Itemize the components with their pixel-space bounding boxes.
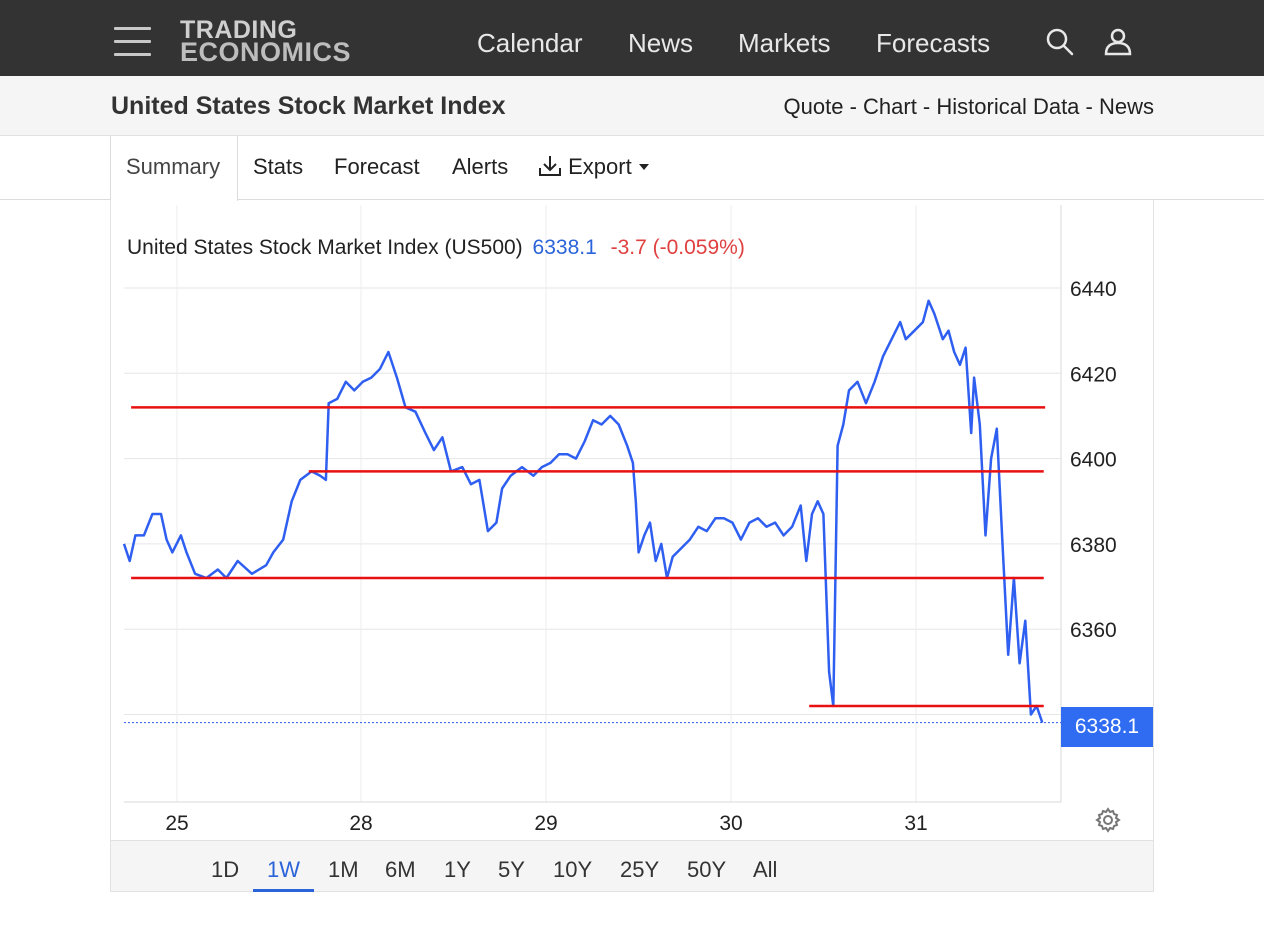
download-icon [539,156,561,176]
title-bar: United States Stock Market Index Quote -… [0,76,1264,136]
export-button[interactable]: Export [538,154,650,180]
quicklink-chart[interactable]: Chart [863,94,917,119]
logo-line-1: TRADING [180,16,298,44]
gear-icon[interactable] [1095,807,1121,833]
menu-icon[interactable] [114,27,151,57]
legend-series-name: United States Stock Market Index (US500) [127,236,523,259]
x-tick-label: 31 [904,812,927,835]
tab-alerts[interactable]: Alerts [452,154,509,179]
quicklink-news[interactable]: News [1098,94,1154,119]
range-1w[interactable]: 1W [267,857,300,882]
y-tick-label: 6360 [1070,619,1117,642]
range-active-indicator [253,889,314,892]
chart-legend: United States Stock Market Index (US500)… [127,236,745,260]
quick-links: Quote - Chart - Historical Data - News [784,94,1154,120]
range-selector: 1D 1W 1M 6M 1Y 5Y 10Y 25Y 50Y All [111,840,1153,892]
search-icon[interactable] [1045,27,1075,57]
y-tick-label: 6440 [1070,278,1117,301]
top-navbar: TRADING ECONOMICS Calendar News Markets … [0,0,1264,76]
y-tick-label: 6380 [1070,534,1117,557]
tab-bar: Summary Stats Forecast Alerts Export [0,136,1264,201]
tab-summary[interactable]: Summary [126,154,221,179]
tab-active-background [110,136,238,201]
quicklink-historical-data[interactable]: Historical Data [936,94,1080,119]
legend-price: 6338.1 [532,236,597,259]
nav-link-markets[interactable]: Markets [738,28,831,58]
range-5y[interactable]: 5Y [498,857,525,882]
price-series-line [122,299,1044,724]
x-tick-label: 30 [719,812,742,835]
range-6m[interactable]: 6M [385,857,416,882]
quicklink-quote[interactable]: Quote [783,94,844,119]
nav-link-news[interactable]: News [628,28,694,58]
quicklink-separator: - [1079,94,1099,119]
last-price-tag: 6338.1 [1061,707,1153,747]
range-25y[interactable]: 25Y [620,857,660,882]
export-label: Export [568,154,632,179]
range-1m[interactable]: 1M [328,857,359,882]
chart-panel: 6360 6380 6400 6420 6440 25 28 29 30 31 United St… [110,200,1154,892]
nav-link-forecasts[interactable]: Forecasts [876,28,991,58]
x-tick-label: 28 [349,812,372,835]
range-50y[interactable]: 50Y [687,857,727,882]
range-1d[interactable]: 1D [211,857,240,882]
y-tick-label: 6400 [1070,449,1117,472]
range-10y[interactable]: 10Y [553,857,593,882]
x-tick-label: 29 [534,812,557,835]
user-icon[interactable] [1103,27,1133,57]
page-title: United States Stock Market Index [111,92,506,120]
price-chart[interactable]: 6360 6380 6400 6420 6440 25 28 29 30 31 [111,200,1153,840]
y-tick-label: 6420 [1070,363,1117,386]
trading-economics-logo[interactable]: TRADING ECONOMICS [180,16,352,67]
range-1y[interactable]: 1Y [444,857,471,882]
legend-change: -3.7 (-0.059%) [610,236,745,259]
quicklink-separator: - [843,94,864,119]
logo-line-2: ECONOMICS [180,37,352,67]
caret-down-icon [638,164,649,170]
tab-stats[interactable]: Stats [253,154,304,179]
x-tick-label: 25 [165,812,188,835]
quicklink-separator: - [916,94,937,119]
nav-link-calendar[interactable]: Calendar [477,28,583,58]
range-all[interactable]: All [753,857,778,882]
tab-forecast[interactable]: Forecast [334,154,420,179]
